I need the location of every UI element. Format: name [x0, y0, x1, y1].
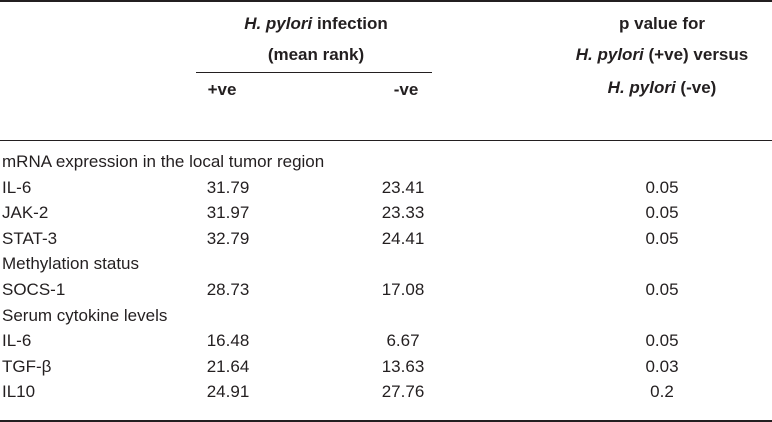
- cell-value: 17.08: [381, 280, 425, 299]
- italic-text: H. pylori: [244, 14, 313, 33]
- row-label: STAT-3: [2, 228, 58, 248]
- bottom-rule: [0, 420, 772, 422]
- section-title: Methylation status: [2, 254, 140, 274]
- cell-value: 23.41: [381, 177, 425, 197]
- cell-value: 0.05: [645, 280, 679, 299]
- column-header: H. pylori (+ve) versus: [576, 45, 748, 65]
- cell-value: 24.91: [206, 382, 250, 402]
- row-label: JAK-2: [2, 203, 49, 223]
- cell-value: 0.05: [645, 203, 679, 223]
- header-text: (+ve) versus: [648, 45, 749, 64]
- header-text: infection: [316, 14, 388, 33]
- row-label: IL10: [2, 382, 36, 402]
- cell-value: 0.05: [645, 331, 679, 351]
- section-title: Serum cytokine levels: [2, 305, 168, 325]
- cell-value: 0.05: [645, 228, 679, 248]
- cell-value: 21.64: [206, 356, 250, 376]
- column-header: -ve: [393, 80, 419, 99]
- cell-value: 13.63: [381, 356, 425, 376]
- section-title: mRNA expression in the local tumor regio…: [2, 152, 325, 171]
- group-header: (mean rank): [267, 45, 365, 64]
- cell-value: 0.05: [645, 177, 679, 197]
- cell-value: 32.79: [206, 228, 250, 248]
- row-label: IL-6: [2, 331, 32, 351]
- cell-value: 28.73: [206, 280, 250, 299]
- cell-value: 24.41: [381, 228, 425, 248]
- header-text: (-ve): [680, 78, 717, 97]
- cell-value: 16.48: [206, 331, 250, 351]
- group-header: H. pylori infection: [244, 14, 388, 34]
- top-rule: [0, 0, 772, 2]
- cell-value: 6.67: [386, 331, 420, 351]
- italic-text: H. pylori: [575, 45, 644, 64]
- row-label: SOCS-1: [2, 280, 66, 299]
- column-header: +ve: [207, 80, 237, 99]
- italic-text: H. pylori: [607, 78, 676, 97]
- cell-value: 23.33: [381, 203, 425, 223]
- cell-value: 27.76: [381, 382, 425, 402]
- group-rule: [196, 72, 432, 73]
- column-header: H. pylori (-ve): [608, 78, 717, 98]
- cell-value: 31.97: [206, 203, 250, 223]
- cell-value: 0.03: [645, 356, 679, 376]
- column-header: p value for: [619, 14, 705, 33]
- header-rule: [0, 140, 772, 141]
- cell-value: 31.79: [206, 177, 250, 197]
- cell-value: 0.2: [650, 382, 674, 402]
- row-label: TGF-β: [2, 356, 52, 376]
- row-label: IL-6: [2, 177, 32, 197]
